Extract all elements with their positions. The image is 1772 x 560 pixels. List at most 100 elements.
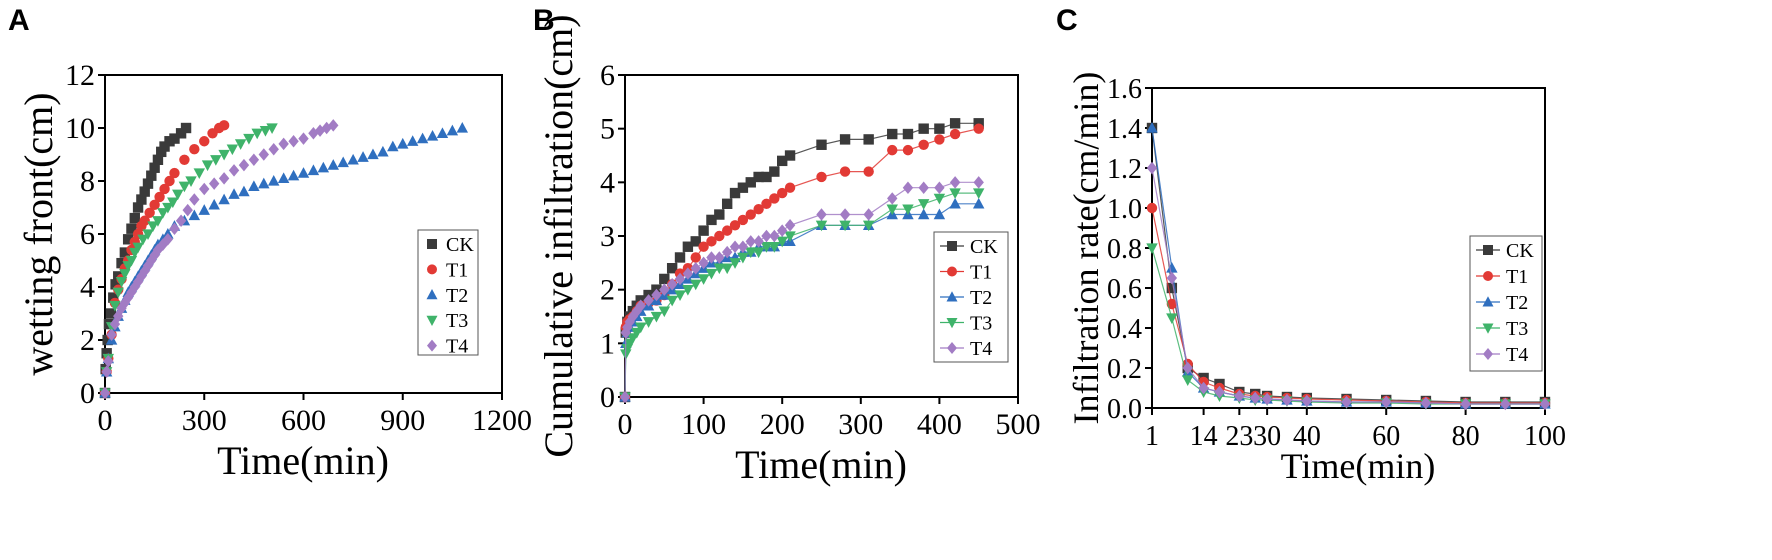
y-tick-label: 1.2 [1107, 154, 1142, 185]
data-point [933, 208, 946, 220]
data-point [238, 185, 250, 197]
legend-box [1469, 235, 1543, 372]
legend-label: T4 [970, 338, 992, 360]
x-tick-label: 0 [618, 408, 633, 441]
data-point [949, 118, 961, 129]
x-tick-label: 60 [1372, 421, 1400, 452]
data-point [777, 187, 788, 199]
legend-label: T2 [1506, 292, 1528, 314]
data-point [199, 182, 210, 196]
data-point [108, 292, 119, 303]
data-point [745, 209, 756, 220]
legend-marker [1483, 348, 1493, 360]
series-t4 [1146, 161, 1551, 411]
data-point [1214, 385, 1225, 399]
data-point [862, 220, 875, 232]
data-point [917, 208, 930, 220]
data-point [1460, 397, 1471, 411]
data-point [933, 193, 946, 205]
data-point [949, 128, 961, 140]
data-point [682, 241, 694, 252]
chart-panel-b: B 0 1 2 3 4 5 6 0 100 200 300 400 500 Time(min) Cumulat… [533, 4, 1041, 487]
x-tick-label: 600 [281, 404, 326, 437]
data-point [682, 284, 694, 296]
y-tick-label: 12 [65, 59, 95, 92]
x-tick-label: 200 [760, 408, 805, 441]
y-axis-title: wetting front(cm) [16, 92, 61, 375]
data-point [666, 295, 678, 307]
data-point [154, 191, 165, 203]
legend-marker [427, 239, 437, 249]
legend-marker [426, 315, 438, 326]
x-tick-label: 500 [996, 408, 1041, 441]
legend: CK T1 T2 T3 T4 [1469, 235, 1543, 372]
data-point [760, 242, 773, 253]
data-point [251, 128, 263, 140]
data-point [126, 223, 137, 234]
data-point [1146, 161, 1158, 175]
data-point [737, 214, 749, 226]
data-point [973, 176, 984, 189]
data-point [650, 311, 663, 323]
data-point [218, 120, 230, 131]
series-t4 [99, 119, 339, 400]
data-point [377, 145, 389, 157]
data-point [218, 149, 230, 161]
y-tick-label: 1.6 [1107, 74, 1142, 105]
data-point [1182, 361, 1193, 375]
data-point [157, 238, 169, 251]
data-point [101, 365, 112, 379]
legend-marker [947, 241, 957, 251]
data-point [119, 296, 131, 310]
y-tick-label: 3 [600, 220, 615, 253]
series-line [624, 203, 979, 398]
data-point [132, 275, 144, 288]
data-point [139, 264, 150, 278]
data-point [397, 137, 409, 149]
data-point [887, 192, 898, 205]
y-tick-label: 1.4 [1107, 114, 1142, 145]
data-point [902, 128, 914, 140]
legend-box [417, 229, 479, 356]
data-point [193, 168, 206, 180]
data-point [753, 203, 764, 215]
data-point [142, 229, 154, 240]
data-point [698, 241, 709, 252]
data-point [682, 267, 694, 280]
y-tick-label: 8 [80, 165, 95, 198]
data-point [706, 236, 717, 247]
data-point [142, 259, 154, 273]
legend-label: T4 [446, 336, 468, 358]
x-axis-title: Time(min) [1281, 446, 1436, 486]
data-point [169, 167, 180, 179]
series-t1 [619, 123, 984, 403]
data-point [698, 225, 709, 236]
data-point [721, 225, 733, 236]
x-tick-label: 30 [1253, 421, 1281, 452]
series-line [1151, 167, 1545, 405]
x-tick-label: 40 [1293, 421, 1321, 452]
data-point [387, 140, 399, 152]
panel-letter: C [1056, 4, 1078, 37]
x-tick-label: 100 [681, 408, 726, 441]
data-point [426, 129, 439, 141]
chart-panel-a: A 0 2 4 6 8 10 12 0 300 600 900 1200 Time(min) wetting… [8, 4, 532, 483]
data-point [1261, 392, 1273, 406]
data-point [103, 354, 114, 368]
data-point [268, 142, 279, 156]
y-tick-label: 6 [80, 218, 95, 251]
x-tick-label: 14 [1190, 421, 1218, 452]
data-point [210, 155, 222, 166]
data-point [132, 242, 144, 254]
legend-label: T1 [1506, 266, 1528, 288]
data-point [949, 188, 961, 200]
legend-label: T1 [446, 259, 468, 281]
data-point [169, 222, 180, 235]
data-point [110, 279, 121, 290]
data-point [164, 175, 175, 187]
data-point [268, 175, 280, 186]
data-point [863, 208, 874, 221]
data-point [642, 317, 655, 328]
data-point [918, 181, 929, 194]
